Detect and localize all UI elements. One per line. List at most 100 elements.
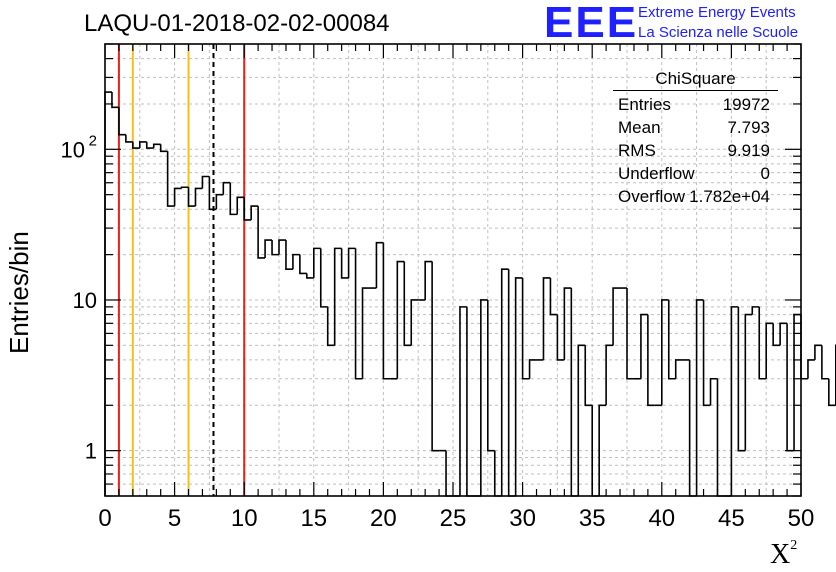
histogram-bin (132, 141, 140, 149)
histogram-bin (563, 287, 572, 360)
histogram-bin (821, 345, 829, 380)
histogram-bin (459, 306, 467, 496)
histogram-bin (285, 240, 293, 271)
histogram-bin (333, 247, 342, 346)
histogram-bin (556, 314, 565, 361)
x-tick-label: 35 (579, 505, 606, 532)
y-tick-superscript: 2 (89, 132, 97, 149)
histogram-bin (521, 277, 530, 380)
histogram-bin (118, 107, 126, 136)
histogram-bin (737, 306, 746, 452)
histogram-bin (744, 313, 753, 451)
x-axis-label: X2 (770, 538, 798, 570)
histogram-bin (410, 299, 419, 346)
histogram-bin (709, 377, 718, 406)
histogram-bin (375, 241, 384, 289)
histogram-bin (243, 197, 252, 221)
histogram-bin (215, 193, 224, 210)
histogram-bin (577, 344, 586, 496)
histogram-bin (431, 261, 440, 452)
histogram-bin (152, 143, 161, 149)
x-tick-label: 25 (440, 505, 467, 532)
histogram-bin (480, 299, 488, 496)
histogram-bin (758, 306, 767, 380)
x-tick-label: 0 (98, 505, 111, 532)
histogram-bin (716, 378, 725, 497)
x-tick-label: 20 (370, 505, 397, 532)
histogram-bin (292, 253, 300, 270)
histogram-bin (257, 206, 266, 259)
histogram-bin (674, 359, 683, 379)
histogram-bin (772, 323, 781, 347)
x-tick-label: 45 (718, 505, 745, 532)
histogram-bin (640, 313, 648, 379)
x-tick-label: 50 (788, 505, 815, 532)
histogram-bin (194, 187, 203, 207)
histogram-bin (507, 269, 516, 497)
y-axis-label: Entries/bin (4, 231, 34, 354)
stats-box: ChiSquare Entries 19972 Mean 7.793 RMS 9.91… (613, 68, 778, 208)
histogram-bin (187, 187, 196, 207)
histogram-bin (313, 247, 321, 278)
histogram-bin (751, 306, 760, 315)
histogram-bin (145, 141, 154, 149)
histogram-bin (264, 239, 273, 258)
logo-subtitle-2: La Scienza nelle Scuole (638, 24, 799, 41)
histogram-bin (340, 248, 349, 279)
histogram-bin (139, 141, 147, 149)
histogram-bin (201, 175, 210, 189)
histogram-bin (306, 273, 314, 279)
histogram-bin (688, 359, 697, 497)
histogram-bin (173, 187, 182, 207)
histogram-bin (500, 268, 509, 496)
histogram-bin (166, 151, 175, 207)
y-tick-label: 10 (61, 137, 85, 162)
histogram-bin (125, 134, 133, 143)
logo-subtitle-1: Extreme Energy Events (638, 4, 796, 21)
histogram-bin (661, 299, 669, 406)
stats-row-rms: RMS 9.919 (618, 141, 770, 160)
eee-logo: EEE (544, 0, 639, 47)
histogram-bin (382, 242, 391, 380)
histogram-bin (598, 404, 607, 496)
x-tick-label: 15 (300, 505, 327, 532)
histogram-bin (786, 323, 795, 452)
x-tick-label: 10 (231, 505, 258, 532)
histogram-bin (361, 287, 370, 379)
histogram-bin (104, 91, 112, 496)
histogram-bin (730, 306, 739, 496)
histogram-bin (250, 205, 259, 220)
x-tick-label: 5 (168, 505, 181, 532)
histogram-bin (528, 359, 537, 379)
histogram-bin (424, 260, 433, 300)
histogram-bin (396, 260, 405, 379)
histogram-bin (326, 306, 335, 347)
histogram-bin (278, 239, 286, 255)
histogram-bin (299, 254, 307, 275)
histogram-bin (542, 277, 551, 360)
histogram-bin (667, 299, 676, 380)
histogram-bin (111, 92, 119, 109)
histogram-bin (354, 248, 363, 380)
histogram-bin (779, 322, 788, 346)
histogram-bin (319, 248, 328, 308)
y-tick-label: 1 (85, 439, 97, 464)
histogram-bin (514, 277, 523, 496)
histogram-bin (487, 299, 495, 452)
stats-row-mean: Mean 7.793 (618, 118, 770, 137)
histogram-bin (549, 277, 558, 316)
histogram-bin (807, 359, 815, 379)
histogram-bin (222, 181, 231, 195)
stats-row-underflow: Underflow 0 (618, 164, 770, 183)
histogram-bin (828, 378, 836, 407)
histogram-bin (180, 186, 189, 189)
histogram-bin (800, 314, 808, 380)
histogram-bin (647, 314, 655, 407)
histogram-bin (695, 299, 704, 496)
histogram-bin (612, 287, 621, 346)
histogram-bin (793, 313, 801, 451)
stats-row-entries: Entries 19972 (618, 95, 770, 114)
chart-title: LAQU-01-2018-02-02-00084 (84, 10, 390, 37)
x-tick-label: 40 (648, 505, 675, 532)
